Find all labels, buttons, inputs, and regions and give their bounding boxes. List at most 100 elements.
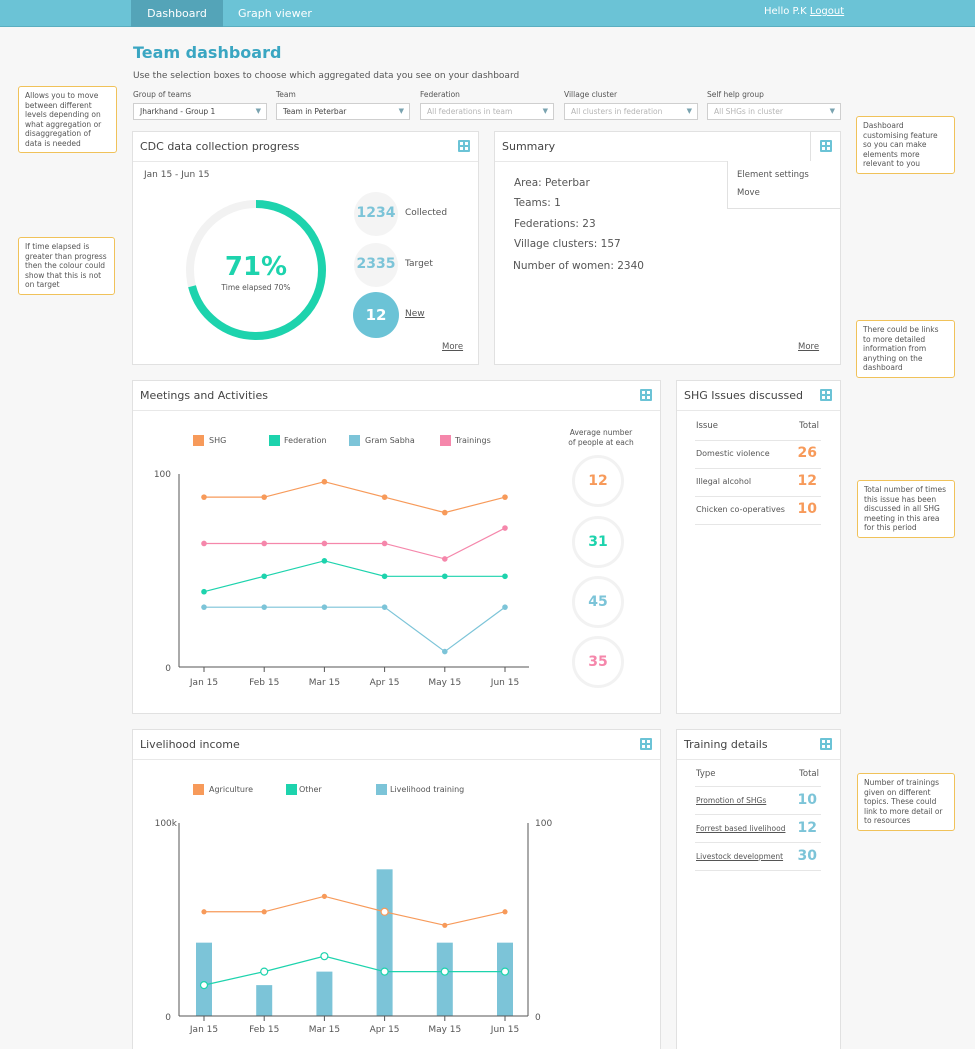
data-point bbox=[381, 604, 388, 610]
data-point bbox=[442, 573, 448, 580]
training-type-link[interactable]: Forrest based livelihood bbox=[696, 824, 786, 833]
collected-circle bbox=[354, 192, 398, 236]
average-caption: Average number of people at each bbox=[553, 428, 649, 448]
meetings-card: Meetings and Activities SHG Federation G… bbox=[132, 380, 661, 714]
village-cluster-select[interactable]: All clusters in federation ▼ bbox=[564, 103, 698, 120]
filter-label-cluster: Village cluster bbox=[564, 90, 618, 99]
column-header-type: Type bbox=[696, 769, 716, 779]
x-tick-label: Apr 15 bbox=[370, 1025, 400, 1035]
chevron-down-icon: ▼ bbox=[398, 107, 404, 115]
data-point bbox=[502, 909, 508, 915]
select-value: Jharkhand - Group 1 bbox=[140, 107, 216, 116]
data-point bbox=[201, 588, 207, 595]
meetings-line-chart: 0 100 Jan 15 Feb 15 Mar 15 Apr 15 May 15 Jun 15 bbox=[154, 470, 529, 688]
grid-icon[interactable] bbox=[640, 389, 652, 401]
more-link[interactable]: More bbox=[798, 342, 820, 352]
x-tick-label: May 15 bbox=[428, 1025, 461, 1035]
average-federation: 31 bbox=[588, 534, 608, 550]
training-details-card: Training details Type Total Promotion of… bbox=[676, 729, 841, 1049]
summary-women: Number of women: 2340 bbox=[513, 260, 644, 272]
bar bbox=[497, 942, 513, 1016]
column-header-total: Total bbox=[799, 769, 819, 779]
card-header: Meetings and Activities bbox=[133, 381, 660, 411]
y-tick-label-left: 100k bbox=[155, 819, 178, 829]
x-tick-label: Jan 15 bbox=[189, 678, 218, 688]
series-line-gram-sabha bbox=[204, 606, 506, 653]
chevron-down-icon: ▼ bbox=[542, 107, 548, 115]
target-label: Target bbox=[405, 259, 433, 269]
tab-dashboard[interactable]: Dashboard bbox=[131, 0, 223, 27]
x-tick-label: Jan 15 bbox=[189, 1025, 218, 1035]
column-header-total: Total bbox=[799, 421, 819, 431]
average-shg: 12 bbox=[588, 473, 608, 489]
collected-value: 1234 bbox=[356, 205, 396, 221]
federation-select[interactable]: All federations in team ▼ bbox=[420, 103, 554, 120]
more-link[interactable]: More bbox=[442, 342, 464, 352]
data-point bbox=[500, 967, 510, 976]
menu-item-element-settings[interactable]: Element settings bbox=[737, 170, 809, 180]
filter-label-team: Team bbox=[276, 90, 296, 99]
card-header: Summary bbox=[495, 132, 840, 162]
legend-swatch-shg bbox=[193, 435, 204, 446]
tab-graph-viewer[interactable]: Graph viewer bbox=[238, 7, 312, 20]
legend-label-other: Other bbox=[299, 785, 322, 794]
issue-total: 26 bbox=[797, 445, 817, 461]
summary-teams: Teams: 1 bbox=[514, 197, 561, 209]
self-help-group-select[interactable]: All SHGs in cluster ▼ bbox=[707, 103, 841, 120]
y-tick-label-left: 0 bbox=[165, 1013, 171, 1023]
grid-icon[interactable] bbox=[458, 140, 470, 152]
greeting-text: Hello P.K bbox=[764, 6, 807, 17]
logout-link[interactable]: Logout bbox=[809, 6, 845, 17]
training-type-link[interactable]: Promotion of SHGs bbox=[696, 796, 767, 805]
new-circle bbox=[353, 292, 399, 338]
issue-name: Chicken co-operatives bbox=[696, 505, 785, 514]
grid-icon[interactable] bbox=[820, 389, 832, 401]
table-row: Illegal alcohol 12 bbox=[695, 469, 821, 497]
note-aggregation: Allows you to move between different lev… bbox=[18, 86, 117, 153]
new-link[interactable]: New bbox=[405, 309, 425, 319]
select-placeholder: All clusters in federation bbox=[571, 107, 663, 116]
training-type-link[interactable]: Livestock development bbox=[696, 852, 784, 861]
legend-swatch-livelihood-training bbox=[376, 784, 387, 795]
legend-label-trainings: Trainings bbox=[455, 436, 491, 445]
bar bbox=[436, 942, 453, 1016]
table-row: Chicken co-operatives 10 bbox=[695, 497, 821, 525]
grid-icon[interactable] bbox=[640, 738, 652, 750]
grid-icon[interactable] bbox=[820, 140, 832, 152]
series-line-agriculture bbox=[204, 895, 506, 926]
bar bbox=[316, 971, 333, 1016]
data-point bbox=[440, 967, 449, 976]
team-select[interactable]: Team in Peterbar ▼ bbox=[276, 103, 410, 120]
note-customising: Dashboard customising feature so you can… bbox=[856, 116, 955, 174]
select-placeholder: All SHGs in cluster bbox=[714, 107, 783, 116]
issue-name: Illegal alcohol bbox=[696, 477, 752, 486]
data-point bbox=[321, 893, 327, 899]
bar bbox=[256, 985, 273, 1016]
average-caption-line2: of people at each bbox=[568, 438, 634, 447]
data-point bbox=[321, 478, 328, 485]
legend-label-federation: Federation bbox=[284, 436, 327, 445]
data-point bbox=[320, 952, 329, 961]
training-total: 10 bbox=[797, 792, 817, 808]
group-of-teams-select[interactable]: Jharkhand - Group 1 ▼ bbox=[133, 103, 267, 120]
select-value: Team in Peterbar bbox=[283, 107, 347, 116]
data-point bbox=[321, 558, 328, 564]
column-header-issue: Issue bbox=[696, 421, 718, 431]
progress-arc bbox=[186, 200, 326, 340]
data-point bbox=[261, 909, 267, 915]
data-point bbox=[381, 573, 388, 580]
page-subtitle: Use the selection boxes to choose which … bbox=[133, 71, 520, 81]
grid-icon[interactable] bbox=[820, 738, 832, 750]
shg-issues-card: SHG Issues discussed Issue Total Domesti… bbox=[676, 380, 841, 714]
target-circle bbox=[354, 243, 398, 287]
menu-item-move[interactable]: Move bbox=[737, 188, 760, 198]
filter-label-shg: Self help group bbox=[707, 90, 764, 99]
collected-label: Collected bbox=[405, 208, 448, 218]
x-tick-label: Feb 15 bbox=[249, 678, 279, 688]
average-circle bbox=[572, 576, 624, 628]
issue-total: 12 bbox=[797, 473, 817, 489]
data-point bbox=[201, 540, 207, 547]
average-gram-sabha: 45 bbox=[588, 594, 608, 610]
training-total: 12 bbox=[797, 820, 817, 836]
issue-total: 10 bbox=[797, 501, 817, 517]
